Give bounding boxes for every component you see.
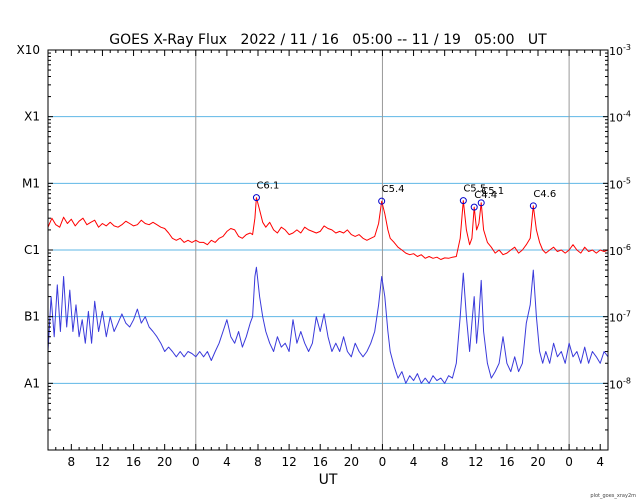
x-tick-label-10: 0 — [379, 455, 387, 469]
x-tick-label-3: 20 — [157, 455, 172, 469]
x-tick-label-17: 4 — [596, 455, 604, 469]
flare-marker-2 — [459, 197, 467, 205]
x-tick-label-2: 16 — [126, 455, 141, 469]
flux-label-4: 10-7 — [609, 310, 631, 325]
flare-marker-4 — [477, 199, 485, 207]
x-tick-label-8: 16 — [313, 455, 328, 469]
x-axis-label: UT — [319, 472, 338, 488]
chart-title: GOES X-Ray Flux 2022 / 11 / 16 05:00 -- … — [109, 32, 547, 48]
x-tick-label-12: 8 — [441, 455, 449, 469]
series-layer — [47, 197, 609, 384]
flux-label-2: 10-5 — [609, 176, 631, 191]
flux-label-5: 10-8 — [609, 376, 631, 391]
x-tick-label-16: 0 — [565, 455, 573, 469]
x-axis: 8 12 16 20 0 4 8 12 16 20 0 4 8 12 16 20 0 4 — [55, 50, 604, 469]
class-label-4: B1 — [24, 310, 40, 324]
x-tick-label-15: 20 — [530, 455, 545, 469]
x-tick-label-6: 8 — [254, 455, 262, 469]
grid-layer — [48, 50, 608, 450]
flare-label-4: C5.1 — [481, 186, 504, 197]
flare-marker-5 — [529, 202, 537, 210]
class-label-3: C1 — [24, 243, 40, 257]
flare-label-3: C4.4 — [474, 190, 497, 201]
x-tick-label-9: 20 — [344, 455, 359, 469]
series-line-0 — [47, 197, 609, 260]
x-tick-label-0: 8 — [68, 455, 76, 469]
right-axis-flux-labels: 10-3 10-4 10-5 10-6 10-7 10-8 — [603, 43, 631, 431]
flare-marker-0 — [252, 194, 260, 202]
flare-marker-1 — [378, 197, 386, 205]
x-tick-label-14: 16 — [499, 455, 514, 469]
flux-label-1: 10-4 — [609, 110, 631, 125]
flare-label-2: C5.5 — [463, 184, 486, 195]
plot-credit: plot_goes_xray2m — [590, 493, 636, 499]
class-label-0: X10 — [17, 43, 41, 57]
flare-label-0: C6.1 — [256, 181, 279, 192]
flare-label-1: C5.4 — [382, 184, 405, 195]
x-tick-label-1: 12 — [95, 455, 110, 469]
x-tick-label-5: 4 — [223, 455, 231, 469]
flux-label-3: 10-6 — [609, 243, 631, 258]
series-line-1 — [47, 266, 609, 384]
x-tick-label-7: 12 — [281, 455, 296, 469]
class-label-1: X1 — [24, 110, 40, 124]
x-tick-label-13: 12 — [468, 455, 483, 469]
x-tick-label-11: 4 — [410, 455, 418, 469]
flare-label-5: C4.6 — [533, 189, 556, 200]
flare-marker-3 — [470, 203, 478, 211]
flare-layer: C6.1 C5.4 C5.5C4.4C5.1 C4.6 — [252, 181, 556, 211]
x-tick-label-4: 0 — [192, 455, 200, 469]
left-axis-class-labels: X10 X1 M1 C1 B1 A1 — [17, 43, 53, 431]
class-label-5: A1 — [24, 376, 40, 390]
flux-label-0: 10-3 — [609, 43, 631, 58]
class-label-2: M1 — [22, 176, 40, 190]
